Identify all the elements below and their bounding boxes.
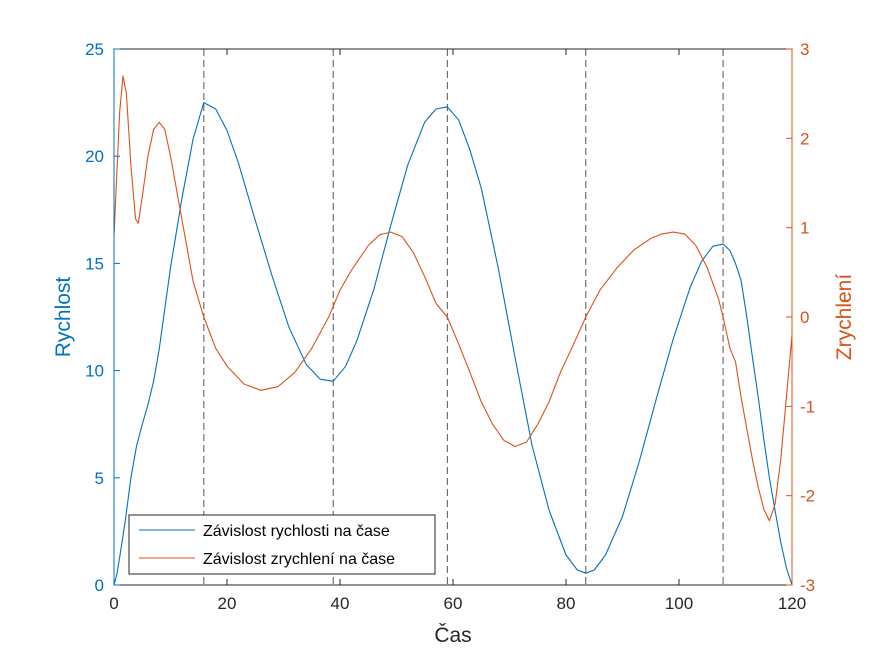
x-axis-ticks: 0 20 40 60 80 100 120 [109, 49, 806, 613]
left-y-axis-label: Rychlost [52, 277, 75, 358]
x-tick-label: 0 [109, 594, 118, 613]
left-y-axis-ticks: 0 5 10 15 20 25 [85, 40, 120, 595]
plot-frame [113, 48, 793, 586]
legend-entry-velocity: Závislost rychlosti na čase [203, 523, 390, 540]
series-line-0 [113, 102, 793, 586]
right-y-tick-label: 2 [800, 129, 809, 148]
x-tick-label: 120 [778, 594, 806, 613]
right-y-tick-label: 3 [800, 40, 809, 59]
right-y-tick-label: 1 [800, 219, 809, 238]
right-y-tick-label: 0 [800, 308, 809, 327]
vertical-marker-lines [203, 49, 724, 585]
right-y-tick-label: -3 [800, 576, 815, 595]
x-tick-label: 100 [665, 594, 693, 613]
legend-entry-acceleration: Závislost zrychlení na čase [203, 551, 395, 568]
right-y-tick-label: -1 [800, 397, 815, 416]
x-tick-label: 80 [557, 594, 576, 613]
right-y-axis-label: Zrychlení [833, 274, 856, 361]
left-y-tick-label: 15 [85, 254, 104, 273]
x-axis-label: Čas [434, 624, 471, 647]
legend: Závislost rychlosti na čase Závislost zr… [128, 514, 436, 575]
x-tick-label: 20 [218, 594, 237, 613]
left-y-tick-label: 20 [85, 147, 104, 166]
right-y-axis-ticks: -3 -2 -1 0 1 2 3 [786, 40, 815, 595]
legend-box [128, 514, 436, 575]
left-y-tick-label: 0 [95, 576, 104, 595]
left-y-tick-label: 5 [95, 469, 104, 488]
series-lines [113, 75, 793, 586]
right-y-tick-label: -2 [800, 487, 815, 506]
left-y-tick-label: 25 [85, 40, 104, 59]
x-tick-label: 40 [331, 594, 350, 613]
x-tick-label: 60 [444, 594, 463, 613]
left-y-tick-label: 10 [85, 362, 104, 381]
series-line-1 [113, 75, 793, 522]
